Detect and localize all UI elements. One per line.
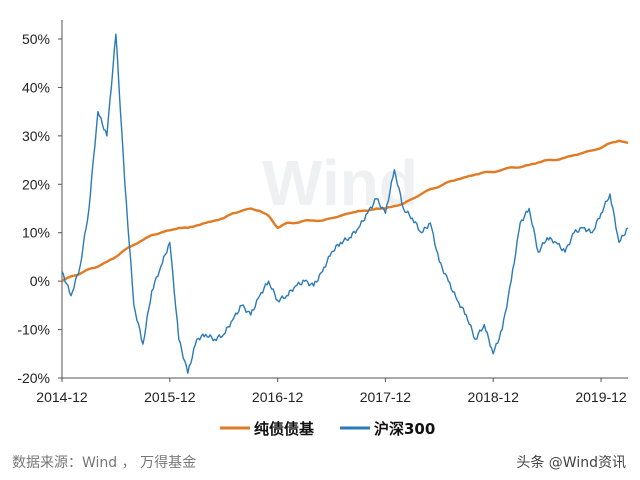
legend: 纯债债基 沪深300 bbox=[220, 420, 435, 438]
x-axis: 2014-12 2015-12 2016-12 2017-12 2018-12 2019-… bbox=[36, 377, 628, 405]
watermark: Wind bbox=[262, 147, 418, 219]
y-tick-label: 20% bbox=[22, 176, 50, 192]
y-tick-label: -20% bbox=[17, 370, 50, 386]
legend-label: 沪深300 bbox=[374, 420, 435, 438]
x-tick-label: 2019-12 bbox=[575, 389, 627, 405]
y-tick-label: 30% bbox=[22, 128, 50, 144]
y-tick-label: -10% bbox=[17, 322, 50, 338]
y-axis: 50% 40% 30% 20% 10% 0% -10% -20% bbox=[17, 20, 63, 386]
y-tick-label: 50% bbox=[22, 31, 50, 47]
y-tick-label: 10% bbox=[22, 225, 50, 241]
publisher-credit: 头条 @Wind资讯 bbox=[516, 455, 626, 471]
y-tick-label: 40% bbox=[22, 79, 50, 95]
series-line-csi300 bbox=[61, 33, 629, 374]
legend-label: 纯债债基 bbox=[254, 420, 315, 438]
series-layer bbox=[61, 33, 629, 374]
x-tick-label: 2015-12 bbox=[144, 389, 196, 405]
x-tick-label: 2014-12 bbox=[36, 389, 88, 405]
y-tick-label: 0% bbox=[30, 273, 50, 289]
x-tick-label: 2018-12 bbox=[468, 389, 520, 405]
x-tick-label: 2016-12 bbox=[252, 389, 304, 405]
series-line-bond-fund bbox=[61, 139, 629, 283]
data-source-note: 数据来源：Wind ， 万得基金 bbox=[12, 455, 197, 471]
x-tick-label: 2017-12 bbox=[360, 389, 412, 405]
